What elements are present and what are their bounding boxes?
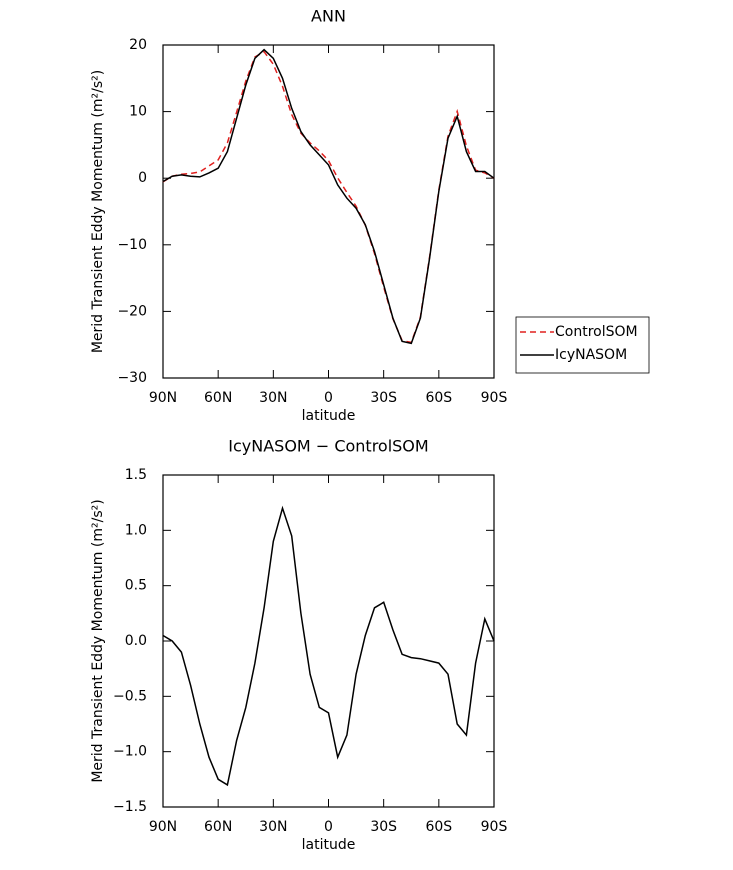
y-tick-label: 1.0 [125, 522, 147, 538]
y-tick-label: 0.0 [125, 633, 147, 649]
x-tick-label: 30S [370, 819, 397, 835]
data-line [162, 505, 495, 787]
y-tick-label: 0.5 [125, 578, 147, 594]
x-tick-label: 90S [481, 819, 508, 835]
data-line [162, 48, 495, 345]
y-axis-label: Merid Transient Eddy Momentum (m²/s²) [90, 70, 106, 353]
x-tick-label: 30S [370, 390, 397, 406]
legend-box [515, 316, 650, 374]
x-tick-label: 90S [481, 390, 508, 406]
legend-label: ControlSOM [555, 324, 638, 340]
x-tick-label: 30N [259, 819, 287, 835]
x-tick-label: 60N [204, 819, 232, 835]
x-tick-label: 90N [149, 390, 177, 406]
x-tick-label: 0 [324, 390, 333, 406]
y-tick-label: −30 [117, 370, 147, 386]
legend-label: IcyNASOM [555, 347, 627, 363]
chart-title: IcyNASOM − ControlSOM [228, 437, 428, 456]
y-tick-label: 10 [129, 104, 147, 120]
y-tick-label: 0 [138, 170, 147, 186]
y-tick-label: 1.5 [125, 467, 147, 483]
y-tick-label: −20 [117, 303, 147, 319]
y-tick-label: −10 [117, 237, 147, 253]
plot-frame [162, 44, 495, 379]
x-axis-label: latitude [302, 837, 356, 853]
y-tick-label: −1.0 [113, 744, 147, 760]
x-tick-label: 60S [425, 390, 452, 406]
y-tick-label: −1.5 [113, 799, 147, 815]
y-tick-label: −0.5 [113, 688, 147, 704]
y-axis-label: Merid Transient Eddy Momentum (m²/s²) [90, 499, 106, 782]
x-tick-label: 60N [204, 390, 232, 406]
x-tick-label: 30N [259, 390, 287, 406]
x-tick-label: 90N [149, 819, 177, 835]
y-tick-label: 20 [129, 37, 147, 53]
chart-title: ANN [311, 7, 346, 26]
data-line [162, 50, 495, 344]
x-tick-label: 60S [425, 819, 452, 835]
x-tick-label: 0 [324, 819, 333, 835]
plot-frame [162, 474, 495, 808]
x-axis-label: latitude [302, 408, 356, 424]
